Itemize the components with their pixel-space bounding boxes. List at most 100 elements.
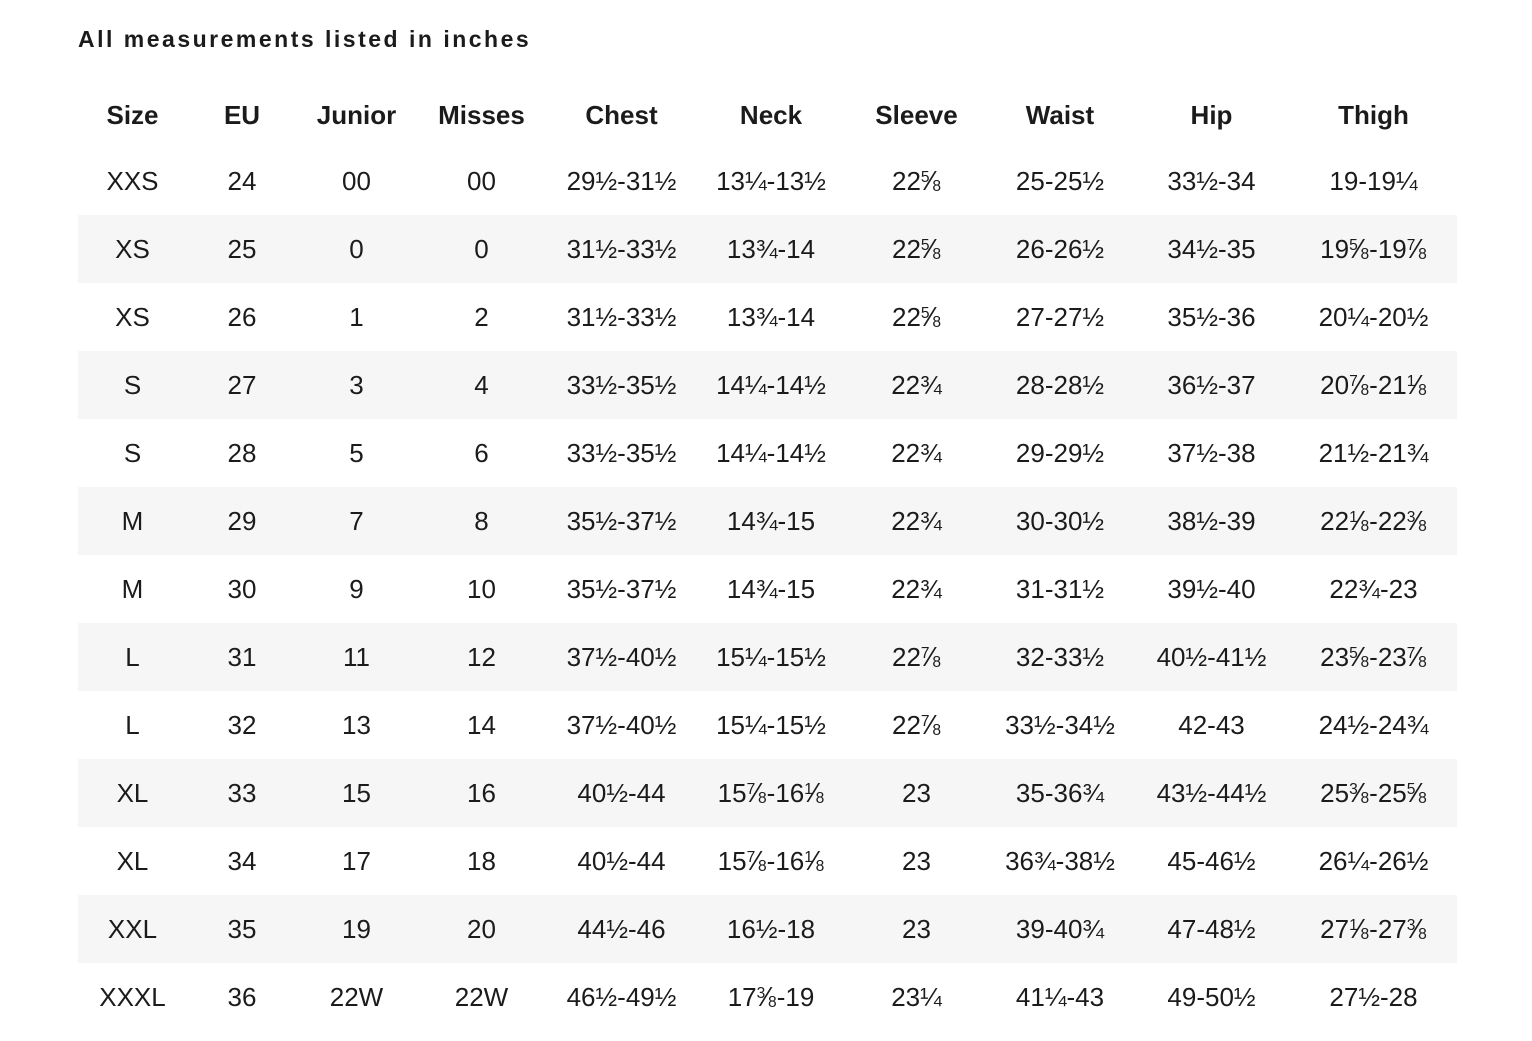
table-cell: 43½-44½ — [1133, 759, 1290, 827]
column-header-thigh: Thigh — [1338, 100, 1409, 130]
table-cell: 227⁄8 — [891, 709, 941, 740]
table-cell: 35-36¾ — [987, 759, 1133, 827]
table-cell: S — [78, 351, 187, 419]
table-cell: 30 — [227, 574, 257, 604]
table-cell: 7 — [297, 487, 416, 555]
table-cell: 46½-49½ — [566, 982, 677, 1012]
table-cell: 00 — [342, 166, 371, 196]
table-cell: 225⁄8 — [891, 301, 941, 332]
table-cell: XL — [78, 759, 187, 827]
fraction: 7⁄8 — [746, 777, 767, 808]
column-header-eu: EU — [223, 100, 261, 130]
table-row-xl-33: XL 33 15 16 40½-44 157⁄8-161⁄8 23 35-36¾ 43½-44½… — [78, 759, 1457, 827]
table-row-xxl-35: XXL 35 19 20 44½-46 16½-18 23 39-40¾ 47-48½ 271⁄8… — [78, 895, 1457, 963]
table-cell: 29-29½ — [1015, 438, 1105, 468]
table-cell: XL — [116, 846, 149, 876]
column-header-waist: Waist — [1025, 100, 1095, 130]
column-header-chest: Chest — [585, 100, 658, 130]
table-row-xxxl-36: XXXL 36 22W 22W 46½-49½ 173⁄8-19 23¼ 41¼-43 49-5… — [78, 963, 1457, 1031]
table-cell: 37½-38 — [1167, 438, 1256, 468]
table-row-xs-25: XS 25 0 0 31½-33½ 13¾-14 225⁄8 26-26½ 34½-35 195⁄… — [78, 215, 1457, 283]
table-cell: 14 — [467, 710, 496, 740]
fraction: 7⁄8 — [1406, 641, 1427, 672]
table-cell: 36 — [227, 982, 257, 1012]
table-row-m-30: M 30 9 10 35½-37½ 14¾-15 22¾ 31-31½ 39½-40 22¾-23 — [78, 555, 1457, 623]
table-cell: 35 — [187, 895, 297, 963]
fraction: 3⁄8 — [1349, 777, 1370, 808]
table-row-xxs-24: XXS 24 00 00 29½-31½ 13¼-13½ 225⁄8 25-25½ 33½-34… — [78, 147, 1457, 215]
fraction: 5⁄8 — [920, 233, 941, 264]
table-cell: 23 — [846, 759, 987, 827]
table-cell: 0 — [416, 215, 547, 283]
table-cell: 44½-46 — [547, 895, 696, 963]
column-header-junior: Junior — [316, 100, 397, 130]
table-row-xl-34: XL 34 17 18 40½-44 157⁄8-161⁄8 23 36¾-38½ 45-46½… — [78, 827, 1457, 895]
fraction: 5⁄8 — [920, 301, 941, 332]
table-cell: 35½-37½ — [566, 574, 677, 604]
fraction: 7⁄8 — [1349, 369, 1370, 400]
table-cell: 21½-21¾ — [1318, 438, 1429, 468]
table-cell: 12 — [416, 623, 547, 691]
table-cell: 225⁄8 — [846, 215, 987, 283]
column-header-misses: Misses — [438, 100, 525, 130]
table-cell: 38½-39 — [1133, 487, 1290, 555]
table-cell: 27½-28 — [1329, 982, 1418, 1012]
table-cell: 34 — [227, 846, 257, 876]
table-cell: 32-33½ — [987, 623, 1133, 691]
table-cell: XXL — [78, 895, 187, 963]
table-cell: 27 — [187, 351, 297, 419]
table-cell: 14¾-15 — [726, 574, 816, 604]
table-cell: 3 — [297, 351, 416, 419]
fraction: 1⁄8 — [804, 845, 825, 876]
table-cell: 13¼-13½ — [716, 166, 826, 196]
table-cell: 31 — [187, 623, 297, 691]
table-cell: 40½-41½ — [1133, 623, 1290, 691]
table-cell: 19-19¼ — [1329, 166, 1418, 196]
table-cell: 20¼-20½ — [1318, 302, 1429, 332]
table-cell: 35½-36 — [1167, 302, 1256, 332]
table-cell: XS — [78, 215, 187, 283]
table-cell: 157⁄8-161⁄8 — [696, 759, 846, 827]
table-cell: 41¼-43 — [1015, 982, 1105, 1012]
table-cell: 157⁄8-161⁄8 — [717, 845, 825, 876]
table-cell: 173⁄8-19 — [727, 981, 815, 1012]
table-cell: 36½-37 — [1133, 351, 1290, 419]
table-cell: 00 — [467, 166, 496, 196]
table-cell: M — [78, 487, 187, 555]
table-cell: XXS — [106, 166, 159, 196]
table-cell: 22¾ — [891, 574, 942, 604]
table-cell: XXXL — [99, 982, 166, 1012]
table-cell: 13¾-14 — [696, 215, 846, 283]
table-cell: 207⁄8-211⁄8 — [1290, 351, 1457, 419]
table-cell: 22¾-23 — [1329, 574, 1418, 604]
table-cell: S — [123, 438, 142, 468]
table-cell: 9 — [349, 574, 364, 604]
table-cell: 20 — [416, 895, 547, 963]
column-header-size: Size — [106, 100, 159, 130]
table-row-xs-26: XS 26 1 2 31½-33½ 13¾-14 225⁄8 27-27½ 35½-36 20¼-… — [78, 283, 1457, 351]
table-cell: 33½-34 — [1167, 166, 1256, 196]
size-chart-table: Size EU Junior Misses Chest Neck Sleeve Waist Hi… — [78, 83, 1457, 1031]
table-cell: 33½-34½ — [1005, 710, 1115, 740]
table-cell: M — [121, 574, 144, 604]
table-cell: 4 — [416, 351, 547, 419]
table-cell: 25 — [187, 215, 297, 283]
table-cell: 26 — [227, 302, 257, 332]
table-cell: 22W — [329, 982, 384, 1012]
table-cell: 42-43 — [1178, 710, 1245, 740]
table-cell: 13¾-14 — [726, 302, 816, 332]
table-cell: 30-30½ — [987, 487, 1133, 555]
table-cell: 18 — [467, 846, 496, 876]
table-cell: 6 — [474, 438, 489, 468]
table-cell: 29½-31½ — [566, 166, 677, 196]
table-cell: 15¼-15½ — [716, 710, 826, 740]
fraction: 3⁄8 — [1406, 913, 1427, 944]
table-cell: 14¼-14½ — [716, 438, 826, 468]
table-row-m-29: M 29 7 8 35½-37½ 14¾-15 22¾ 30-30½ 38½-39 221⁄8-2… — [78, 487, 1457, 555]
header-row: Size EU Junior Misses Chest Neck Sleeve Waist Hi… — [78, 83, 1457, 147]
table-row-s-27: S 27 3 4 33½-35½ 14¼-14½ 22¾ 28-28½ 36½-37 207⁄8-… — [78, 351, 1457, 419]
fraction: 7⁄8 — [920, 709, 941, 740]
table-cell: 36¾-38½ — [1005, 846, 1115, 876]
table-cell: 29 — [187, 487, 297, 555]
